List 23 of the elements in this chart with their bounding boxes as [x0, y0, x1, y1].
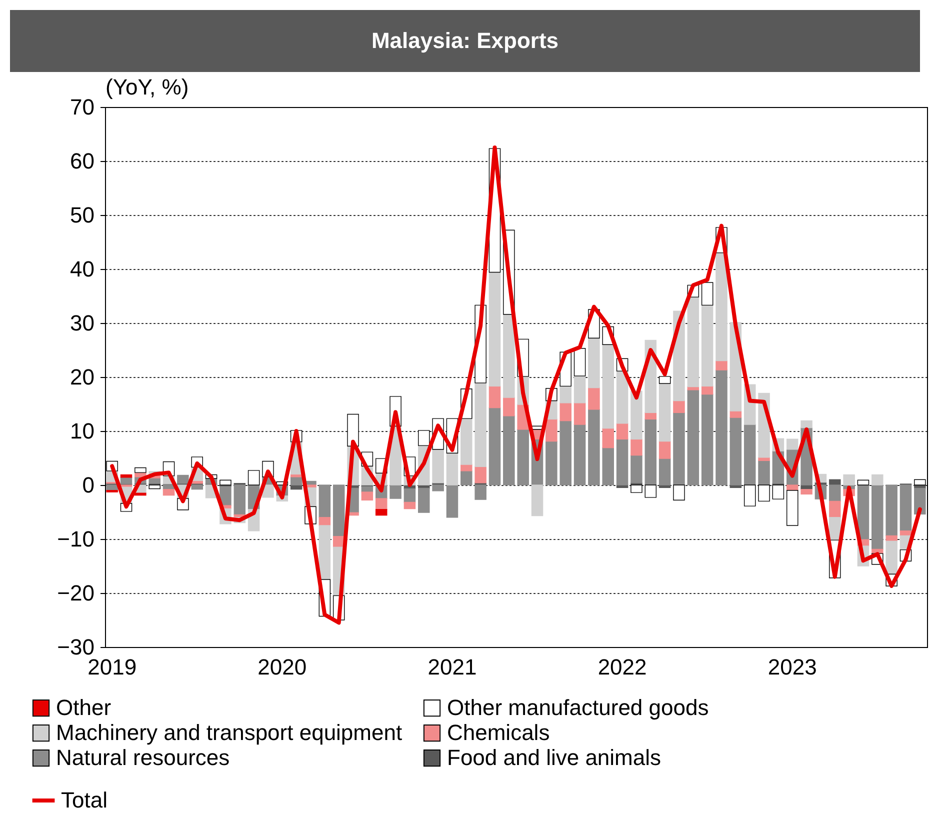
x-tick-label: 2022: [598, 654, 647, 680]
y-tick-label: 30: [70, 310, 94, 336]
legend-label: Other: [56, 695, 112, 720]
legend-label: Food and live animals: [447, 745, 662, 770]
y-tick-label: 40: [70, 256, 94, 282]
y-tick-label: 60: [70, 148, 94, 174]
y-tick-label: 20: [70, 364, 94, 390]
legend-label: Natural resources: [56, 745, 230, 770]
y-tick-label: −10: [57, 526, 94, 552]
chart-title: Malaysia: Exports: [10, 10, 920, 72]
y-tick-label: 70: [70, 94, 94, 120]
y-tick-label: −20: [57, 580, 94, 606]
x-tick-label: 2023: [768, 654, 817, 680]
legend-label: Machinery and transport equipment: [56, 720, 402, 745]
y-tick-label: 50: [70, 202, 94, 228]
y-tick-label: 0: [82, 472, 94, 498]
legend-label: Chemicals: [447, 720, 550, 745]
x-tick-label: 2021: [428, 654, 477, 680]
y-tick-label: 10: [70, 418, 94, 444]
legend-label: Other manufactured goods: [447, 695, 709, 720]
y-axis-title: (YoY, %): [106, 74, 189, 100]
legend-label: Total: [61, 788, 108, 812]
x-tick-label: 2020: [258, 654, 307, 680]
